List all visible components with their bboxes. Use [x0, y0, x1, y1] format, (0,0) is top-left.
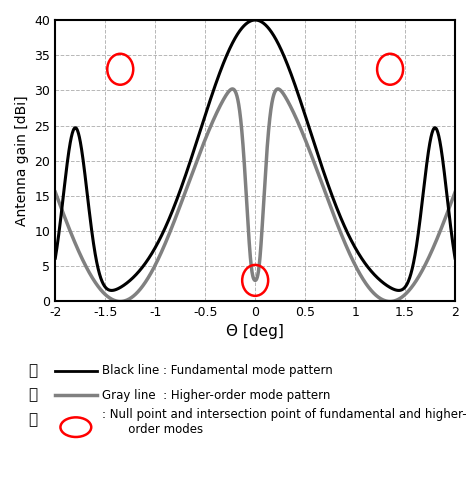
Text: : Null point and intersection point of fundamental and higher-
       order mode: : Null point and intersection point of f…	[102, 408, 466, 436]
Text: Black line : Fundamental mode pattern: Black line : Fundamental mode pattern	[102, 364, 333, 377]
Text: ※: ※	[28, 413, 37, 427]
Text: Gray line  : Higher-order mode pattern: Gray line : Higher-order mode pattern	[102, 389, 330, 402]
Y-axis label: Antenna gain [dBi]: Antenna gain [dBi]	[15, 95, 29, 226]
Text: ※: ※	[28, 364, 37, 378]
X-axis label: Θ [deg]: Θ [deg]	[226, 324, 284, 338]
Text: ※: ※	[28, 388, 37, 402]
